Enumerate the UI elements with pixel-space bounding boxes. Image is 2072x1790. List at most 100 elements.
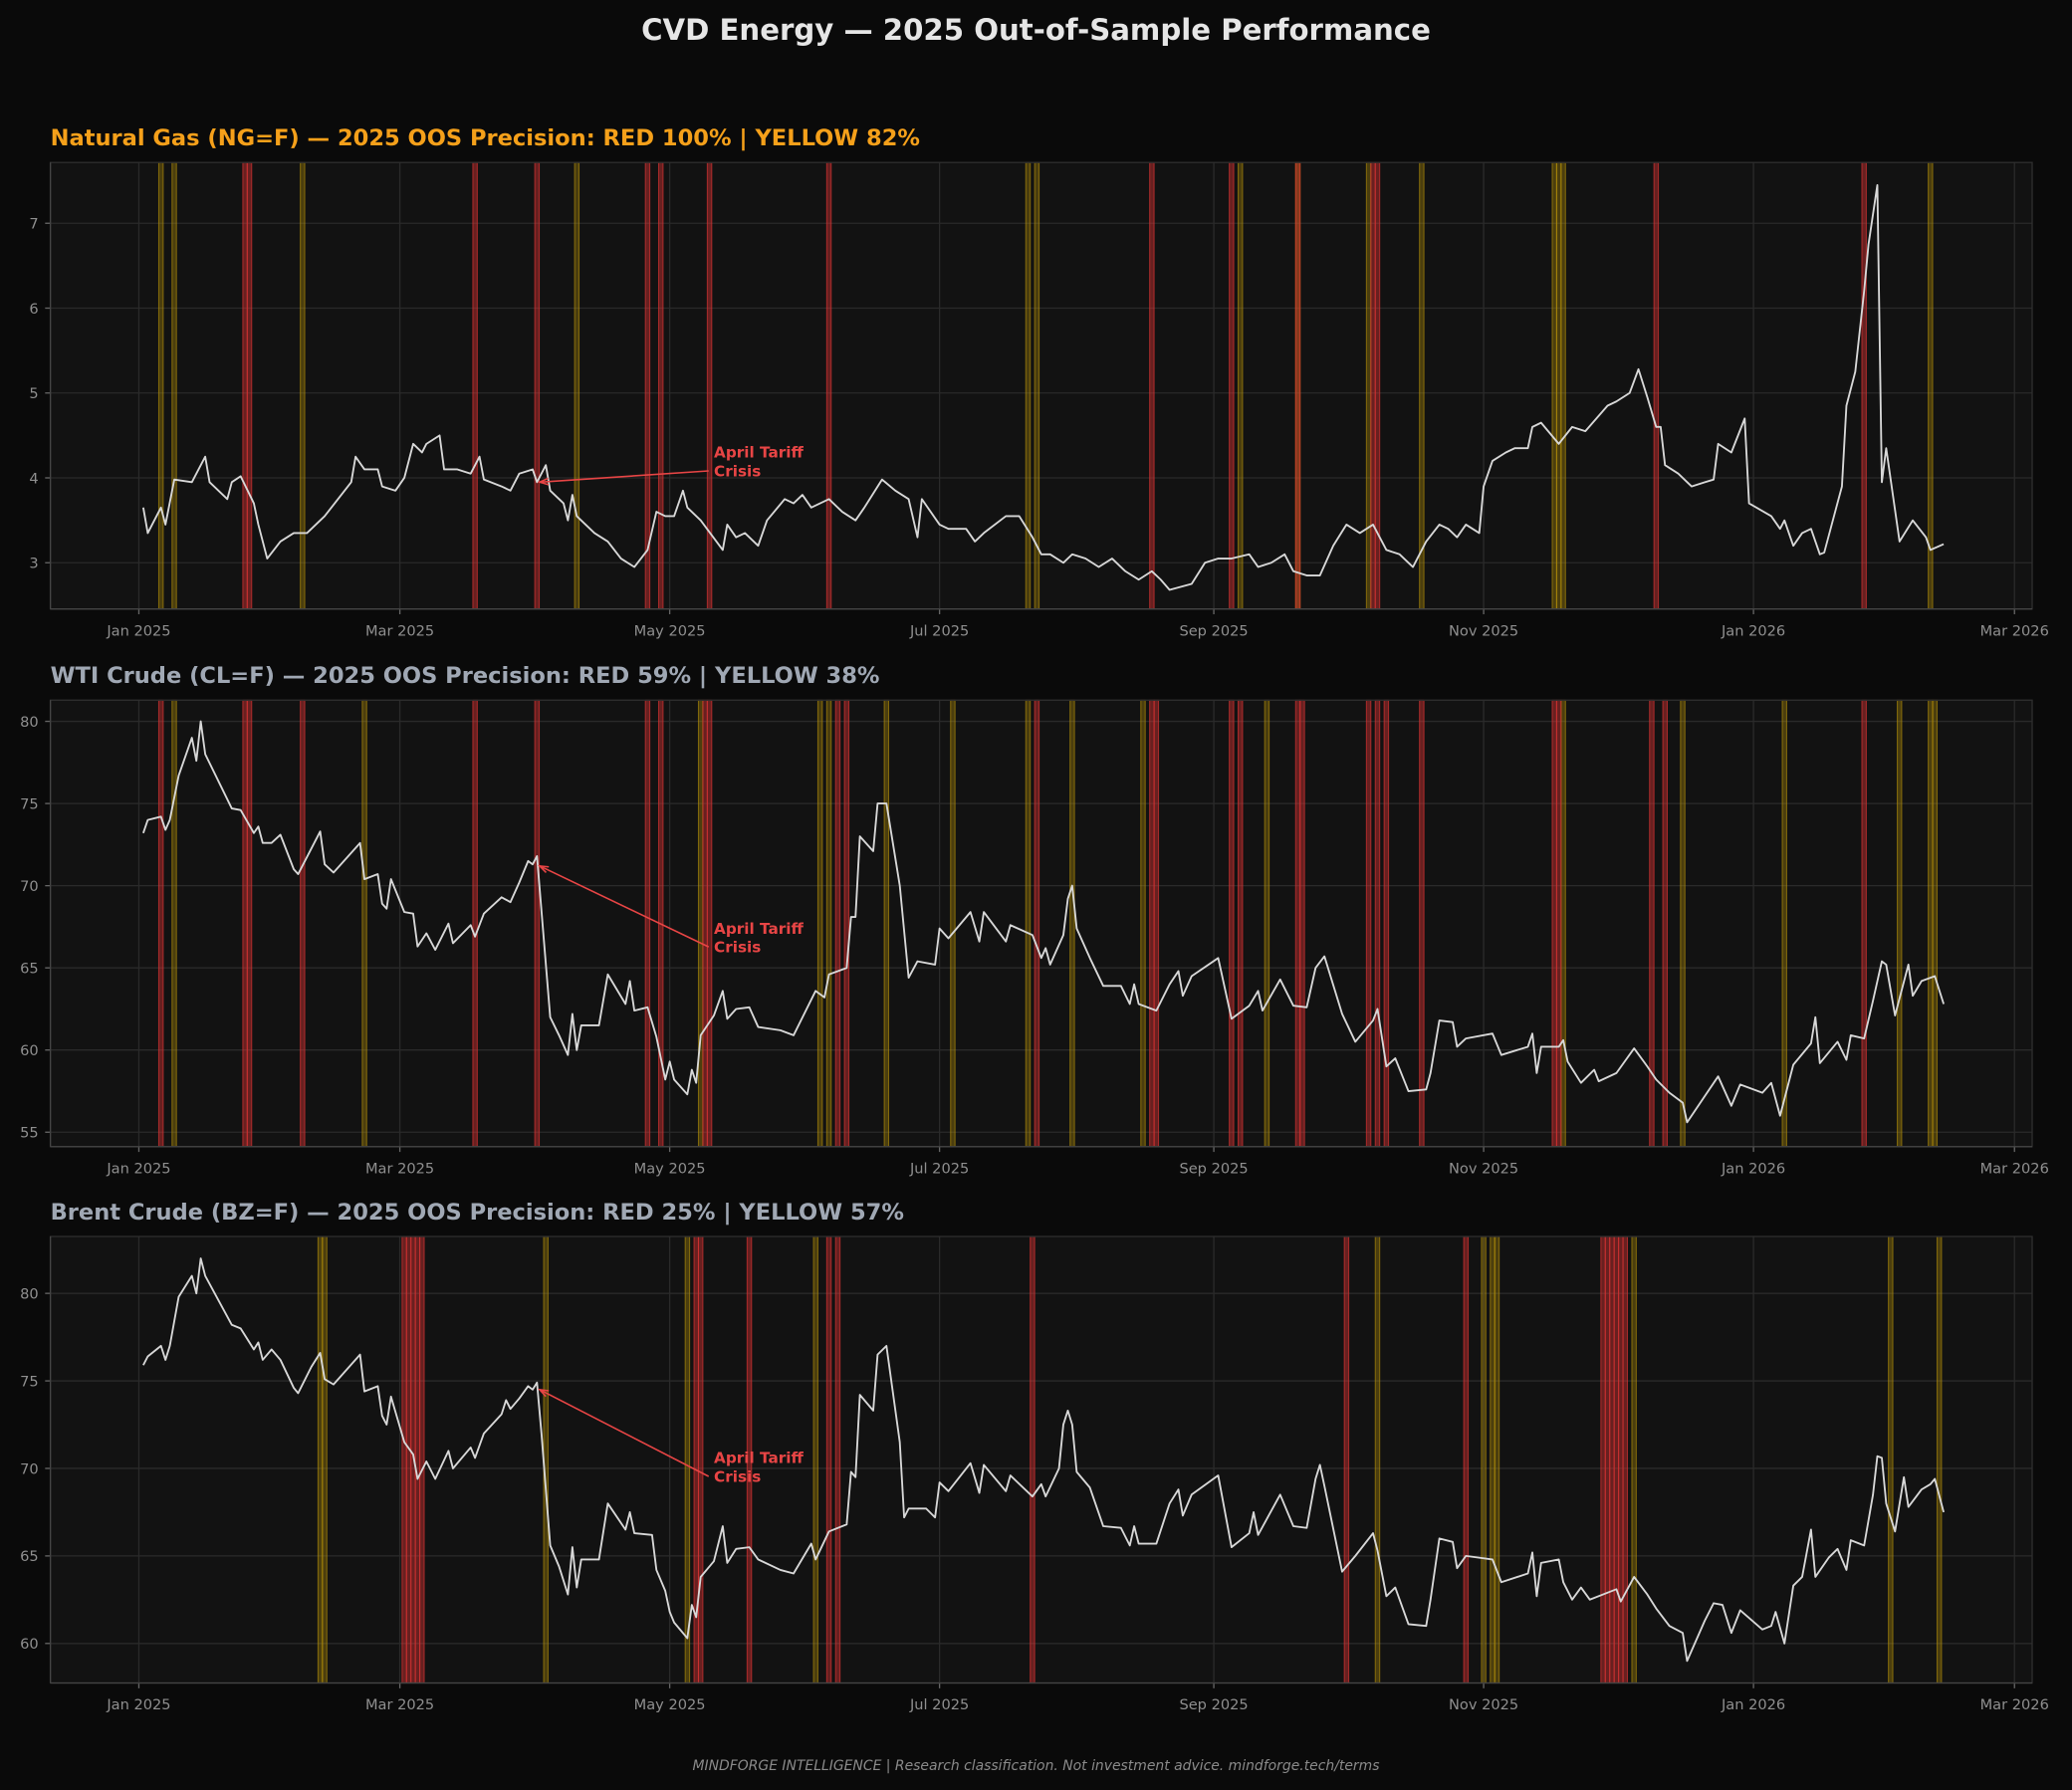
y-tick-label: 75 <box>20 795 39 812</box>
red-signal-band <box>1649 699 1655 1148</box>
y-tick-label: 6 <box>29 301 38 318</box>
yellow-signal-band <box>812 1235 818 1684</box>
y-tick-label: 7 <box>29 216 38 233</box>
yellow-signal-band <box>816 699 823 1148</box>
yellow-signal-band <box>1631 1235 1637 1684</box>
annotation-label: Crisis <box>714 1467 761 1485</box>
x-tick-label: Jul 2025 <box>909 622 969 639</box>
x-tick-label: May 2025 <box>634 1696 706 1713</box>
red-signal-band <box>1609 1235 1615 1684</box>
annotation-arrow <box>539 1389 710 1477</box>
y-tick-label: 75 <box>20 1373 39 1390</box>
yellow-signal-band <box>1069 699 1075 1148</box>
red-signal-band <box>1613 1235 1620 1684</box>
red-signal-band <box>702 699 708 1148</box>
red-signal-band <box>414 1235 421 1684</box>
panel-title: Natural Gas (NG=F) — 2025 OOS Precision:… <box>51 125 920 151</box>
red-signal-band <box>1618 1235 1624 1684</box>
red-signal-band <box>834 699 841 1148</box>
yellow-signal-band <box>825 699 832 1148</box>
y-tick-label: 60 <box>20 1636 39 1653</box>
red-signal-band <box>1622 1235 1629 1684</box>
x-tick-label: Mar 2026 <box>1980 1696 2049 1713</box>
annotation-label: Crisis <box>714 938 761 956</box>
yellow-signal-band <box>1560 699 1566 1148</box>
red-signal-band <box>157 699 164 1148</box>
yellow-signal-band <box>317 1235 324 1684</box>
red-signal-band <box>1229 699 1235 1148</box>
y-tick-label: 80 <box>20 1285 39 1302</box>
x-tick-label: Nov 2025 <box>1449 1160 1518 1177</box>
annotation-arrow <box>539 470 709 484</box>
red-signal-band <box>1600 1235 1606 1684</box>
annotation-label: April Tariff <box>714 920 804 938</box>
red-signal-band <box>472 699 478 1148</box>
red-signal-band <box>697 1235 704 1684</box>
annotation-label: Crisis <box>714 462 761 480</box>
yellow-signal-band <box>950 699 956 1148</box>
red-signal-band <box>1419 699 1425 1148</box>
red-signal-band <box>1030 1235 1036 1684</box>
x-tick-label: Mar 2026 <box>1980 622 2049 639</box>
annotation-arrow <box>539 865 710 948</box>
red-signal-band <box>419 1235 425 1684</box>
yellow-signal-band <box>684 1235 691 1684</box>
y-tick-label: 3 <box>29 556 38 572</box>
red-signal-band <box>1861 699 1867 1148</box>
x-tick-label: Mar 2025 <box>365 622 434 639</box>
yellow-signal-band <box>1365 161 1372 610</box>
yellow-signal-band <box>361 699 367 1148</box>
red-signal-band <box>1294 161 1301 610</box>
red-signal-band <box>843 699 850 1148</box>
yellow-signal-band <box>1888 1235 1894 1684</box>
yellow-signal-band <box>574 161 580 610</box>
x-tick-label: Jan 2025 <box>106 622 170 639</box>
red-signal-band <box>534 161 541 610</box>
red-signal-band <box>1653 161 1660 610</box>
yellow-signal-band <box>1936 1235 1943 1684</box>
annotation-arrowhead-icon <box>537 864 550 874</box>
red-signal-band <box>534 699 541 1148</box>
red-signal-band <box>1237 699 1244 1148</box>
red-signal-band <box>1153 699 1160 1148</box>
yellow-signal-band <box>1025 699 1032 1148</box>
yellow-signal-band <box>883 699 890 1148</box>
price-line <box>142 720 1945 1124</box>
red-signal-band <box>834 1235 841 1684</box>
red-signal-band <box>300 699 306 1148</box>
yellow-signal-band <box>1680 699 1686 1148</box>
y-tick-label: 55 <box>20 1125 39 1142</box>
yellow-signal-band <box>171 699 177 1148</box>
red-signal-band <box>1229 161 1235 610</box>
yellow-signal-band <box>1555 161 1562 610</box>
yellow-signal-band <box>171 161 177 610</box>
figure-title: CVD Energy — 2025 Out-of-Sample Performa… <box>641 13 1431 47</box>
red-signal-band <box>1383 699 1390 1148</box>
yellow-signal-band <box>1781 699 1787 1148</box>
y-tick-label: 80 <box>20 714 39 731</box>
yellow-signal-band <box>1237 161 1244 610</box>
annotation-label: April Tariff <box>714 1450 804 1467</box>
red-signal-band <box>1299 699 1305 1148</box>
red-signal-band <box>1604 1235 1611 1684</box>
yellow-signal-band <box>1025 161 1032 610</box>
yellow-signal-band <box>1374 1235 1381 1684</box>
red-signal-band <box>472 161 478 610</box>
x-tick-label: Sep 2025 <box>1179 622 1248 639</box>
x-tick-label: Sep 2025 <box>1179 1696 1248 1713</box>
x-tick-label: Nov 2025 <box>1449 622 1518 639</box>
x-tick-label: Jan 2026 <box>1721 1696 1785 1713</box>
x-tick-label: Jan 2025 <box>106 1696 170 1713</box>
red-signal-band <box>1034 699 1040 1148</box>
plot-area <box>50 1236 2033 1683</box>
y-tick-label: 4 <box>29 470 38 487</box>
yellow-signal-band <box>1494 1235 1500 1684</box>
yellow-signal-band <box>322 1235 328 1684</box>
annotation-label: April Tariff <box>714 444 804 462</box>
yellow-signal-band <box>1928 161 1934 610</box>
red-signal-band <box>706 161 713 610</box>
plot-area <box>50 700 2033 1147</box>
red-signal-band <box>1861 161 1867 610</box>
x-tick-label: Sep 2025 <box>1179 1160 1248 1177</box>
